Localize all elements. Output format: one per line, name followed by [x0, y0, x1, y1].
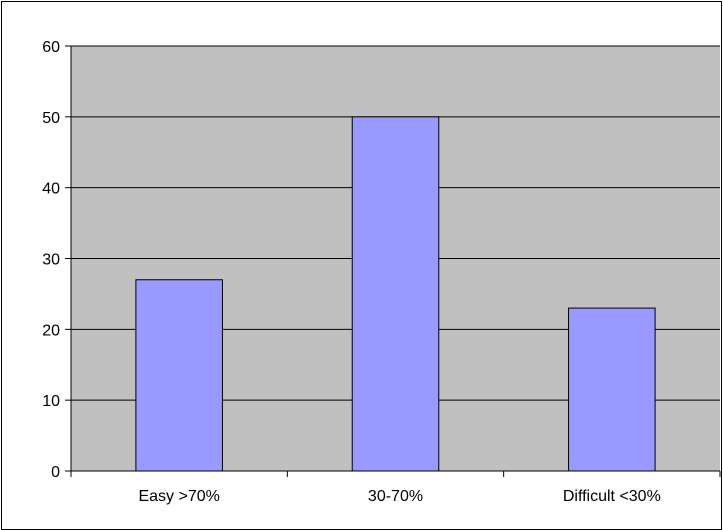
y-tick-label: 60: [42, 39, 60, 56]
x-tick-label: Easy >70%: [138, 488, 219, 505]
x-tick-label: 30-70%: [368, 488, 423, 505]
y-tick-label: 50: [42, 110, 60, 127]
bar: [135, 279, 223, 472]
y-tick-label: 0: [51, 464, 60, 481]
y-tick-label: 40: [42, 181, 60, 198]
y-axis-ticks: 0 10 20 30 40 50 60: [42, 39, 71, 481]
y-tick-label: 30: [42, 252, 60, 269]
x-axis-labels: Easy >70% 30-70% Difficult <30%: [138, 488, 660, 505]
x-tick-label: Difficult <30%: [563, 488, 661, 505]
y-tick-label: 20: [42, 322, 60, 339]
bar: [351, 116, 440, 472]
y-tick-label: 10: [42, 393, 60, 410]
bars: [135, 116, 656, 472]
bar: [568, 307, 656, 472]
